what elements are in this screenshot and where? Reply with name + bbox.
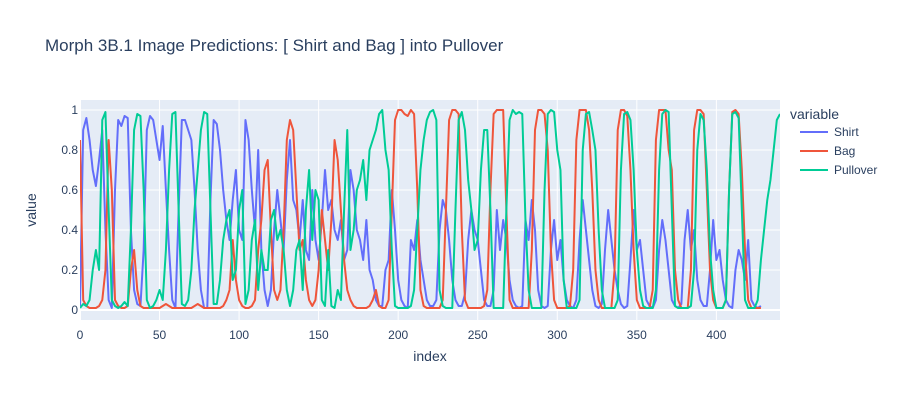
legend-item-shirt[interactable]: Shirt: [800, 125, 859, 139]
y-tick-label: 1: [71, 103, 78, 117]
legend-label: Shirt: [834, 125, 859, 139]
y-tick-label: 0.2: [61, 263, 78, 277]
y-tick-label: 0: [71, 303, 78, 317]
legend-label: Pullover: [834, 163, 877, 177]
legend-items[interactable]: Shirt Bag Pullover: [800, 125, 877, 177]
plot-area: [80, 100, 780, 320]
y-tick-label: 0.8: [61, 143, 78, 157]
x-axis-title: index: [413, 348, 446, 364]
x-tick-label: 100: [229, 328, 249, 342]
legend-item-bag[interactable]: Bag: [800, 144, 855, 158]
legend-title: variable: [790, 106, 839, 122]
legend[interactable]: variable Shirt Bag Pullover: [790, 106, 877, 177]
x-tick-label: 50: [153, 328, 167, 342]
y-tick-label: 0.6: [61, 183, 78, 197]
x-tick-label: 0: [77, 328, 84, 342]
x-tick-label: 150: [309, 328, 329, 342]
x-tick-label: 350: [627, 328, 647, 342]
x-tick-label: 400: [706, 328, 726, 342]
x-tick-label: 250: [468, 328, 488, 342]
y-axis-title: value: [23, 193, 39, 227]
chart-title: Morph 3B.1 Image Predictions: [ Shirt an…: [45, 36, 504, 55]
legend-label: Bag: [834, 144, 855, 158]
series-line-pullover[interactable]: [80, 109, 780, 309]
series-layer: [80, 109, 780, 309]
x-tick-label: 300: [547, 328, 567, 342]
x-tick-label: 200: [388, 328, 408, 342]
y-tick-label: 0.4: [61, 223, 78, 237]
legend-item-pullover[interactable]: Pullover: [800, 163, 877, 177]
axis-ticks: 0 50 100 150 200 250 300 350 400 0 0.2 0.4 0.6 0.8 1: [61, 103, 726, 342]
